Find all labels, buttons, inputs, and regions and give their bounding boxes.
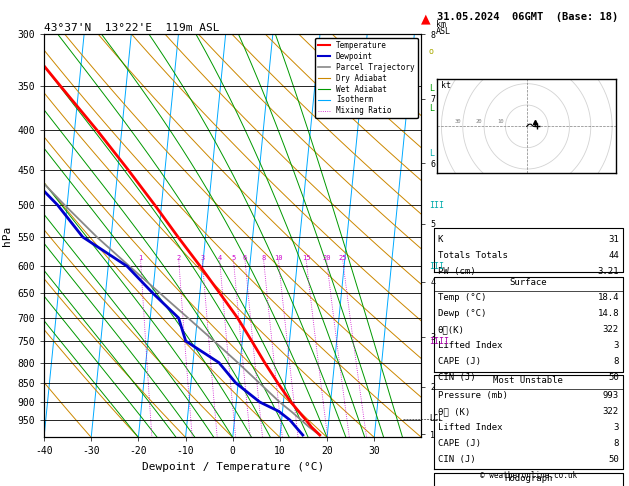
Text: 18.4: 18.4 (598, 293, 619, 302)
Text: Surface: Surface (509, 278, 547, 287)
Text: 8: 8 (613, 357, 619, 366)
Text: 20: 20 (476, 119, 482, 124)
Legend: Temperature, Dewpoint, Parcel Trajectory, Dry Adiabat, Wet Adiabat, Isotherm, Mi: Temperature, Dewpoint, Parcel Trajectory… (315, 38, 418, 119)
Text: Totals Totals: Totals Totals (438, 251, 508, 260)
Text: 2: 2 (177, 255, 181, 260)
Text: Lifted Index: Lifted Index (438, 423, 503, 432)
Text: Lifted Index: Lifted Index (438, 341, 503, 350)
Text: CAPE (J): CAPE (J) (438, 439, 481, 448)
Text: © weatheronline.co.uk: © weatheronline.co.uk (480, 471, 577, 480)
Text: 15: 15 (302, 255, 311, 260)
Text: 50: 50 (608, 455, 619, 464)
Text: 50: 50 (608, 373, 619, 382)
Text: ASL: ASL (436, 27, 451, 36)
Text: L: L (429, 104, 434, 113)
X-axis label: Dewpoint / Temperature (°C): Dewpoint / Temperature (°C) (142, 462, 324, 472)
Text: Most Unstable: Most Unstable (493, 376, 564, 385)
Text: Dewp (°C): Dewp (°C) (438, 309, 486, 318)
Text: 3: 3 (613, 341, 619, 350)
Text: 8: 8 (613, 439, 619, 448)
Text: Pressure (mb): Pressure (mb) (438, 391, 508, 400)
Text: kt: kt (442, 81, 452, 90)
Text: 30: 30 (454, 119, 460, 124)
Text: 31.05.2024  06GMT  (Base: 18): 31.05.2024 06GMT (Base: 18) (437, 12, 618, 22)
Text: L: L (429, 84, 434, 93)
Text: L: L (429, 149, 434, 158)
Text: 322: 322 (603, 325, 619, 334)
Text: 20: 20 (323, 255, 331, 260)
Text: Temp (°C): Temp (°C) (438, 293, 486, 302)
Y-axis label: hPa: hPa (2, 226, 12, 246)
Text: 322: 322 (603, 407, 619, 417)
Text: CIN (J): CIN (J) (438, 455, 476, 464)
Text: CAPE (J): CAPE (J) (438, 357, 481, 366)
Text: IIII: IIII (429, 336, 449, 346)
Text: θᴁ (K): θᴁ (K) (438, 407, 470, 417)
Text: K: K (438, 235, 443, 244)
Text: 3: 3 (200, 255, 204, 260)
Text: 3.21: 3.21 (598, 267, 619, 276)
Text: PW (cm): PW (cm) (438, 267, 476, 276)
Text: 31: 31 (608, 235, 619, 244)
Text: 5: 5 (231, 255, 236, 260)
Text: 44: 44 (608, 251, 619, 260)
Text: 8: 8 (262, 255, 266, 260)
Text: 10: 10 (497, 119, 503, 124)
Text: 6: 6 (243, 255, 247, 260)
Text: LCL: LCL (429, 415, 443, 423)
Text: km: km (436, 20, 446, 29)
Text: ▲: ▲ (421, 12, 431, 25)
Text: 1: 1 (138, 255, 143, 260)
Text: 25: 25 (338, 255, 347, 260)
Text: Hodograph: Hodograph (504, 474, 552, 484)
Text: 14.8: 14.8 (598, 309, 619, 318)
Text: 4: 4 (218, 255, 222, 260)
Text: o: o (429, 47, 434, 56)
Text: 10: 10 (274, 255, 283, 260)
Text: CIN (J): CIN (J) (438, 373, 476, 382)
Text: 3: 3 (613, 423, 619, 432)
Text: θᴁ(K): θᴁ(K) (438, 325, 465, 334)
Text: 993: 993 (603, 391, 619, 400)
Text: III: III (429, 201, 444, 209)
Text: 43°37'N  13°22'E  119m ASL: 43°37'N 13°22'E 119m ASL (44, 23, 220, 33)
Text: III: III (429, 262, 444, 271)
